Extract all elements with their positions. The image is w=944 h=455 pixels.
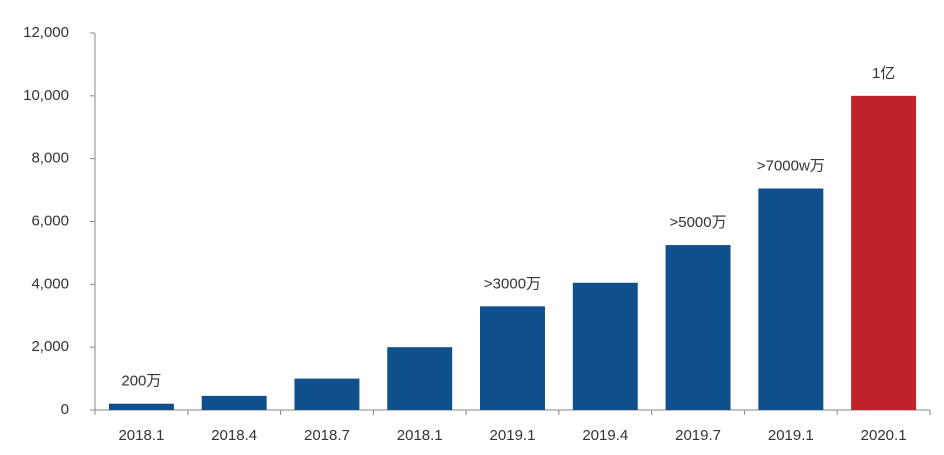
x-tick-label: 2020.1 <box>861 427 907 444</box>
bar <box>665 245 731 410</box>
x-tick-label: 2018.7 <box>304 427 350 444</box>
y-tick-label: 2,000 <box>31 338 69 355</box>
x-tick-label: 2018.4 <box>211 427 257 444</box>
value-label: >5000万 <box>669 214 726 231</box>
value-label: >7000w万 <box>757 157 825 174</box>
bar <box>201 395 267 410</box>
x-tick-label: 2019.7 <box>675 427 721 444</box>
x-tick-label: 2018.1 <box>397 427 443 444</box>
bar <box>851 95 917 410</box>
y-tick-label: 8,000 <box>31 150 69 167</box>
x-tick-label: 2018.1 <box>118 427 164 444</box>
y-tick-label: 0 <box>61 401 69 418</box>
bar <box>480 306 545 410</box>
bar <box>387 347 453 410</box>
bar <box>758 188 824 410</box>
y-tick-label: 6,000 <box>31 212 69 229</box>
x-tick-label: 2019.4 <box>582 427 628 444</box>
x-tick-label: 2019.1 <box>768 427 814 444</box>
bar <box>108 403 174 410</box>
value-label: 1亿 <box>872 65 895 82</box>
y-tick-label: 12,000 <box>23 24 69 41</box>
value-label: 200万 <box>121 373 161 390</box>
y-tick-label: 4,000 <box>31 275 69 292</box>
y-tick-label: 10,000 <box>23 87 69 104</box>
x-tick-label: 2019.1 <box>490 427 536 444</box>
bar <box>294 378 360 410</box>
value-label: >3000万 <box>484 275 541 292</box>
bar <box>572 282 638 410</box>
